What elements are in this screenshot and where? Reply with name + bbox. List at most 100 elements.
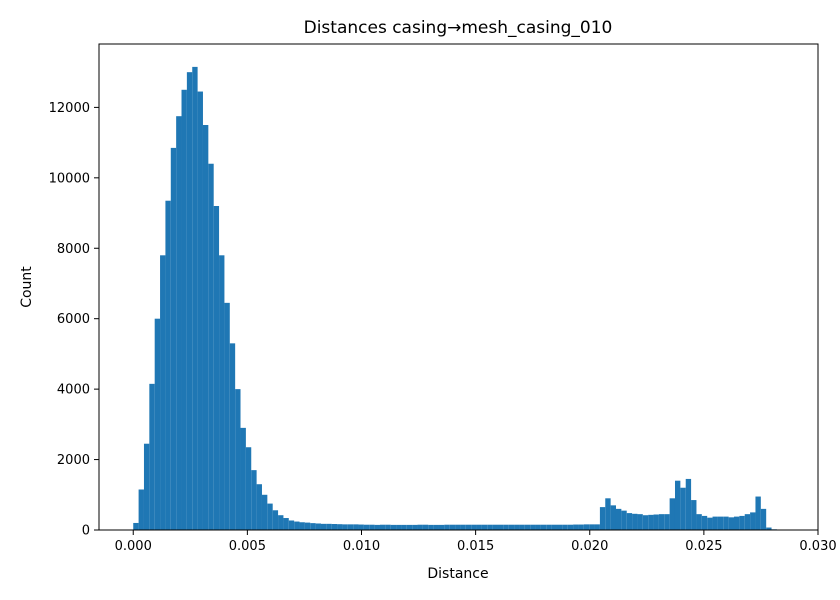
y-tick-label: 12000 [49, 101, 90, 116]
histogram-bar [497, 524, 504, 530]
histogram-bar [160, 255, 166, 530]
histogram-bar [438, 524, 445, 530]
histogram-bar [734, 516, 740, 530]
histogram-bar [589, 524, 595, 530]
histogram-bar [680, 487, 686, 530]
histogram-bar [642, 515, 649, 530]
histogram-bar [594, 524, 600, 530]
histogram-bar [750, 512, 756, 530]
y-tick-label: 10000 [49, 171, 90, 186]
histogram-bar [326, 523, 332, 530]
histogram-bar [358, 524, 364, 530]
histogram-bar [396, 524, 402, 530]
histogram-bar [379, 524, 386, 530]
histogram-bar [283, 518, 289, 530]
histogram-bar [632, 513, 638, 530]
histogram-bar [605, 498, 611, 530]
x-tick-label: 0.030 [799, 539, 836, 554]
histogram-bar [143, 443, 150, 530]
y-tick-label: 6000 [57, 312, 90, 327]
histogram-bar [460, 524, 466, 530]
histogram-bar [637, 514, 643, 530]
histogram-bar [444, 524, 450, 530]
histogram-bar [176, 116, 182, 531]
histogram-bar [610, 505, 616, 530]
histogram-bar [685, 478, 692, 530]
histogram-bar [422, 524, 429, 530]
histogram-bar [165, 200, 171, 530]
histogram-bar [331, 524, 338, 530]
x-tick-label: 0.005 [229, 539, 266, 554]
histogram-bar [229, 343, 236, 530]
x-axis-label: Distance [427, 566, 488, 582]
histogram-bar [310, 523, 316, 530]
histogram-bar [755, 496, 761, 530]
histogram-bar [406, 524, 413, 530]
histogram-bar [658, 514, 665, 530]
histogram-bar [739, 515, 745, 530]
histogram-bar [390, 524, 397, 530]
histogram-bar [556, 524, 563, 530]
histogram-bar [760, 508, 767, 530]
histogram-bar [224, 302, 230, 530]
histogram-bar [288, 520, 295, 530]
histogram-bar [691, 500, 697, 530]
histogram-bar [412, 524, 418, 530]
histogram-bar [347, 524, 354, 530]
histogram-bar [315, 523, 321, 530]
histogram-bar [267, 503, 273, 530]
histogram-bar [653, 514, 659, 530]
histogram-bar [551, 524, 557, 530]
x-tick-label: 0.025 [685, 539, 722, 554]
histogram-bar [712, 516, 718, 530]
histogram-bar [342, 524, 348, 530]
x-tick-label: 0.000 [115, 539, 152, 554]
histogram-bar [508, 524, 515, 530]
y-tick-label: 0 [82, 524, 90, 539]
histogram-bar [728, 517, 735, 530]
histogram-bar [320, 523, 327, 530]
histogram-bar [540, 524, 547, 530]
y-axis-label: Count [19, 266, 35, 308]
histogram-bar [245, 447, 252, 530]
histogram-bar [669, 498, 675, 530]
histogram-bar [186, 72, 193, 530]
histogram-bar [256, 484, 262, 530]
histogram-bar [766, 527, 772, 530]
histogram-bar [374, 524, 380, 530]
histogram-bar [170, 147, 177, 531]
histogram-bar [149, 383, 155, 530]
chart-title: Distances casing→mesh_casing_010 [304, 18, 613, 38]
histogram-bar [428, 524, 434, 530]
histogram-bar [514, 524, 520, 530]
histogram-bar [562, 524, 568, 530]
y-tick-label: 8000 [57, 242, 90, 257]
histogram-bar [744, 514, 751, 530]
histogram-bar [546, 524, 552, 530]
histogram-bar [621, 510, 627, 530]
histogram-bar [272, 510, 279, 530]
histogram-bar [385, 524, 391, 530]
histogram-bar [626, 513, 633, 530]
x-tick-label: 0.010 [343, 539, 380, 554]
histogram-bar [304, 522, 311, 530]
histogram-bar [696, 514, 702, 530]
x-axis-ticks: 0.000 0.005 0.010 0.015 0.020 0.025 0.030 [115, 530, 837, 554]
histogram-bar [401, 524, 407, 530]
histogram-bar [599, 507, 606, 530]
y-axis-ticks: 0 2000 4000 6000 8000 10000 12000 [49, 101, 99, 539]
histogram-bar [578, 524, 584, 530]
histogram-bar [487, 524, 493, 530]
histogram-bar [240, 427, 246, 530]
histogram-bar [648, 514, 654, 530]
histogram-bar [369, 524, 375, 530]
histogram-bar [138, 489, 144, 530]
histogram-bar [251, 470, 257, 530]
histogram-bar [465, 524, 472, 530]
histogram-bar [202, 125, 209, 530]
histogram-bar [261, 494, 268, 530]
histogram-bar [664, 514, 670, 530]
histogram-bar [723, 516, 729, 530]
histogram-bar [337, 524, 343, 530]
histogram-bar [181, 89, 187, 531]
